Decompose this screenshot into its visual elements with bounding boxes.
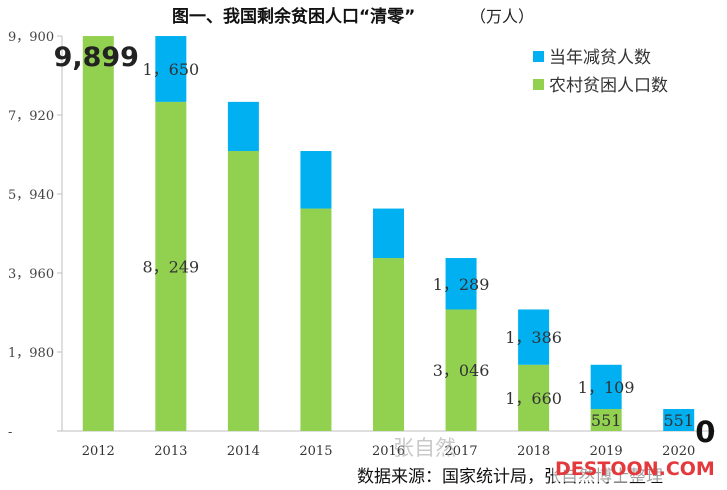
y-tick-label: 7，920 [8, 109, 54, 124]
bar-2014-农村贫困人口数 [227, 151, 259, 431]
bar-2019-当年减贫人数 [590, 364, 622, 410]
bar-2012-农村贫困人口数 [82, 36, 114, 432]
y-tick-label: 3，960 [8, 267, 54, 282]
data-label: 3，046 [433, 361, 490, 380]
legend-swatch-reduction [533, 51, 544, 62]
data-label: 1，289 [433, 275, 490, 294]
y-tick-label: 5，940 [8, 188, 54, 203]
bar-2018-农村贫困人口数 [518, 364, 550, 431]
x-tick-label: 2017 [445, 444, 478, 459]
bar-2018-当年减贫人数 [518, 309, 550, 365]
axes: 9，900 7，920 5，940 3，960 1，980 - 2012 2013 2014 20… [8, 30, 715, 459]
bar-2013-农村贫困人口数 [155, 101, 187, 431]
x-tick-label: 2016 [372, 444, 405, 459]
data-label: 551 [663, 411, 694, 430]
watermark-site-backdrop [553, 456, 721, 482]
chart-unit: （万人） [470, 7, 534, 26]
data-label: 1，109 [578, 378, 635, 397]
data-labels: 9,899 1，650 8，249 1，289 3，046 1，386 1，660 1，109… [54, 42, 716, 449]
x-tick-label: 2013 [154, 444, 187, 459]
legend-label-remaining: 农村贫困人口数 [549, 76, 668, 96]
bar-2017-农村贫困人口数 [445, 309, 477, 431]
bar-2016-当年减贫人数 [373, 208, 404, 259]
x-tick-label: 2012 [82, 444, 115, 459]
x-tick-label: 2019 [590, 444, 623, 459]
legend: 当年减贫人数 农村贫困人口数 [533, 48, 668, 96]
bar-2019-农村贫困人口数 [590, 409, 622, 431]
bar-2017-当年减贫人数 [445, 258, 477, 310]
bars [82, 36, 695, 432]
x-tick-label: 2015 [299, 444, 332, 459]
y-tick-label: 1，980 [8, 346, 54, 361]
x-tick-label: 2014 [227, 444, 260, 459]
chart-title: 图一、我国剩余贫困人口“清零” [172, 6, 415, 27]
data-label: 0 [695, 415, 715, 449]
data-label: 551 [591, 411, 622, 430]
watermark-site: DESTOON.COM [555, 458, 715, 480]
data-label: 1，386 [505, 328, 562, 347]
bar-2015-当年减贫人数 [300, 151, 332, 209]
bar-2016-农村贫困人口数 [373, 258, 404, 431]
bar-2013-当年减贫人数 [155, 36, 187, 102]
watermark-author: 张自然 [393, 436, 456, 460]
y-tick-label: 9，900 [8, 30, 54, 45]
bar-2015-农村贫困人口数 [300, 208, 332, 431]
data-label: 8，249 [142, 257, 199, 276]
data-label: 9,899 [54, 42, 139, 73]
bar-2020-当年减贫人数 [663, 409, 695, 431]
bar-2014-当年减贫人数 [227, 101, 259, 152]
x-tick-label: 2020 [662, 444, 695, 459]
legend-label-reduction: 当年减贫人数 [549, 48, 651, 68]
data-label: 1，660 [505, 389, 562, 408]
data-label: 1，650 [142, 60, 199, 79]
x-tick-label: 2018 [517, 444, 550, 459]
legend-swatch-remaining [533, 79, 544, 90]
y-tick-label: - [8, 425, 12, 440]
